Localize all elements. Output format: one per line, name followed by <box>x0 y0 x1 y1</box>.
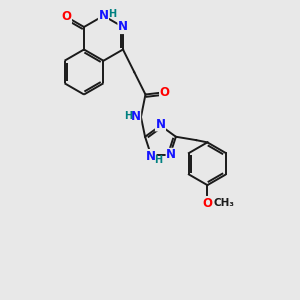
Text: H: H <box>108 9 116 19</box>
Text: O: O <box>202 196 212 209</box>
Text: O: O <box>61 11 71 23</box>
Text: N: N <box>166 148 176 161</box>
Text: O: O <box>160 86 170 99</box>
Text: N: N <box>155 118 166 131</box>
Text: H: H <box>124 111 132 122</box>
Text: N: N <box>98 9 109 22</box>
Text: H: H <box>154 155 163 165</box>
Text: CH₃: CH₃ <box>213 198 234 208</box>
Text: N: N <box>146 150 156 163</box>
Text: N: N <box>130 110 141 124</box>
Text: N: N <box>118 20 128 34</box>
